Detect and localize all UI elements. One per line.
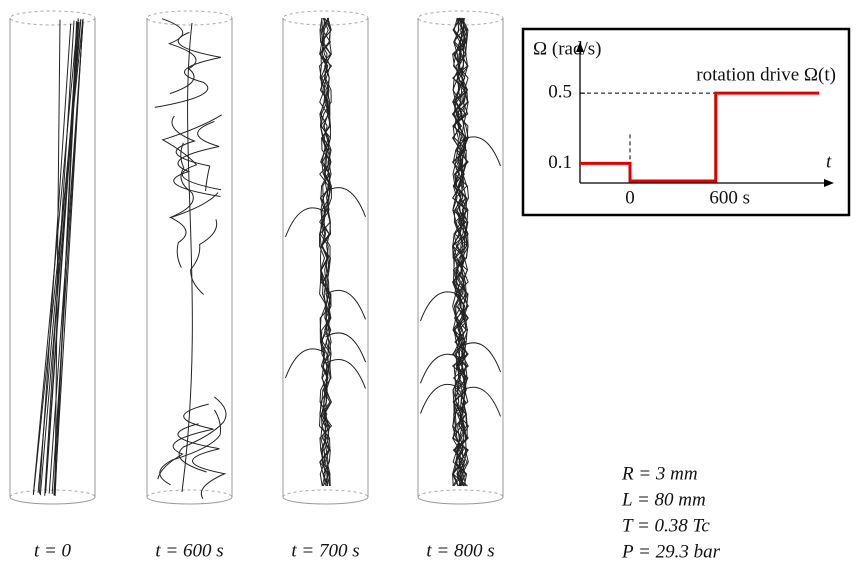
vortex-line bbox=[190, 219, 218, 295]
vortex-line bbox=[54, 21, 78, 497]
vortex-line bbox=[154, 31, 222, 108]
cylinder-bottom bbox=[282, 489, 369, 498]
cylinders bbox=[9, 10, 504, 505]
vortex-line bbox=[177, 423, 227, 500]
vortex-line bbox=[325, 187, 366, 217]
inset-frame bbox=[521, 27, 851, 217]
vortex-line bbox=[44, 20, 75, 496]
parameter: R = 3 mm bbox=[621, 463, 698, 484]
vortex-line bbox=[420, 291, 461, 322]
vortex-bundle bbox=[452, 17, 469, 487]
y-tick-label: 0.1 bbox=[548, 152, 572, 173]
x-axis-label: t bbox=[826, 151, 832, 172]
vortex-line bbox=[169, 192, 219, 268]
y-axis-arrow bbox=[576, 42, 584, 52]
drive-line bbox=[580, 91, 820, 183]
vortex-bundle bbox=[452, 17, 469, 487]
vortex-line bbox=[420, 383, 461, 414]
inset-title: Ω (rad/s) bbox=[533, 38, 601, 59]
annotation: rotation drive Ω(t) bbox=[696, 64, 836, 85]
vortex-line bbox=[38, 23, 72, 494]
cylinder-bottom bbox=[146, 496, 233, 505]
vortex-line bbox=[325, 332, 366, 363]
y-tick-label: 0.5 bbox=[548, 82, 572, 103]
vortex-line bbox=[460, 136, 501, 167]
cylinder-bottom bbox=[146, 489, 233, 498]
panel-label: t = 800 s bbox=[426, 540, 494, 561]
vortex-line bbox=[460, 342, 501, 373]
panel-label: t = 600 s bbox=[155, 540, 223, 561]
cylinder-bottom bbox=[417, 489, 504, 498]
vortex-line bbox=[32, 20, 84, 495]
vortex-line bbox=[157, 403, 214, 480]
vortex-line bbox=[159, 409, 222, 486]
cylinder-bottom bbox=[417, 496, 504, 505]
vortex-bundle bbox=[319, 17, 332, 487]
vortex-bundle bbox=[319, 17, 333, 487]
vortex-line bbox=[325, 358, 366, 389]
x-axis-arrow bbox=[824, 179, 834, 187]
parameter: P = 29.3 bar bbox=[621, 541, 721, 562]
vortex-line bbox=[285, 207, 326, 238]
vortex-line bbox=[161, 114, 223, 191]
vortex-line bbox=[420, 353, 461, 384]
cylinder-bottom bbox=[282, 496, 369, 505]
cylinder-bottom bbox=[9, 496, 96, 505]
x-tick-label: 0 bbox=[625, 187, 635, 208]
parameter: T = 0.38 Tc bbox=[622, 515, 710, 536]
vortex-bundle bbox=[318, 17, 333, 487]
vortex-bundle bbox=[319, 17, 332, 487]
vortex-line bbox=[171, 115, 211, 192]
vortex-line bbox=[161, 18, 197, 95]
panel-label: t = 700 s bbox=[291, 540, 359, 561]
vortex-line bbox=[54, 19, 61, 496]
vortex-line bbox=[54, 20, 84, 496]
vortex-line bbox=[460, 386, 501, 417]
vortex-bundle bbox=[451, 17, 469, 487]
vortex-line bbox=[178, 396, 227, 473]
panel-label: t = 0 bbox=[34, 540, 72, 561]
parameter: L = 80 mm bbox=[621, 489, 706, 510]
vortex-bundle bbox=[451, 17, 468, 487]
vortex-line bbox=[285, 348, 326, 379]
x-tick-label: 600 s bbox=[709, 187, 750, 208]
cylinder-top bbox=[146, 10, 233, 26]
vortex-line bbox=[173, 121, 221, 197]
vortex-line bbox=[181, 22, 193, 493]
vortex-line bbox=[325, 289, 366, 320]
vortex-bundle bbox=[451, 17, 468, 487]
